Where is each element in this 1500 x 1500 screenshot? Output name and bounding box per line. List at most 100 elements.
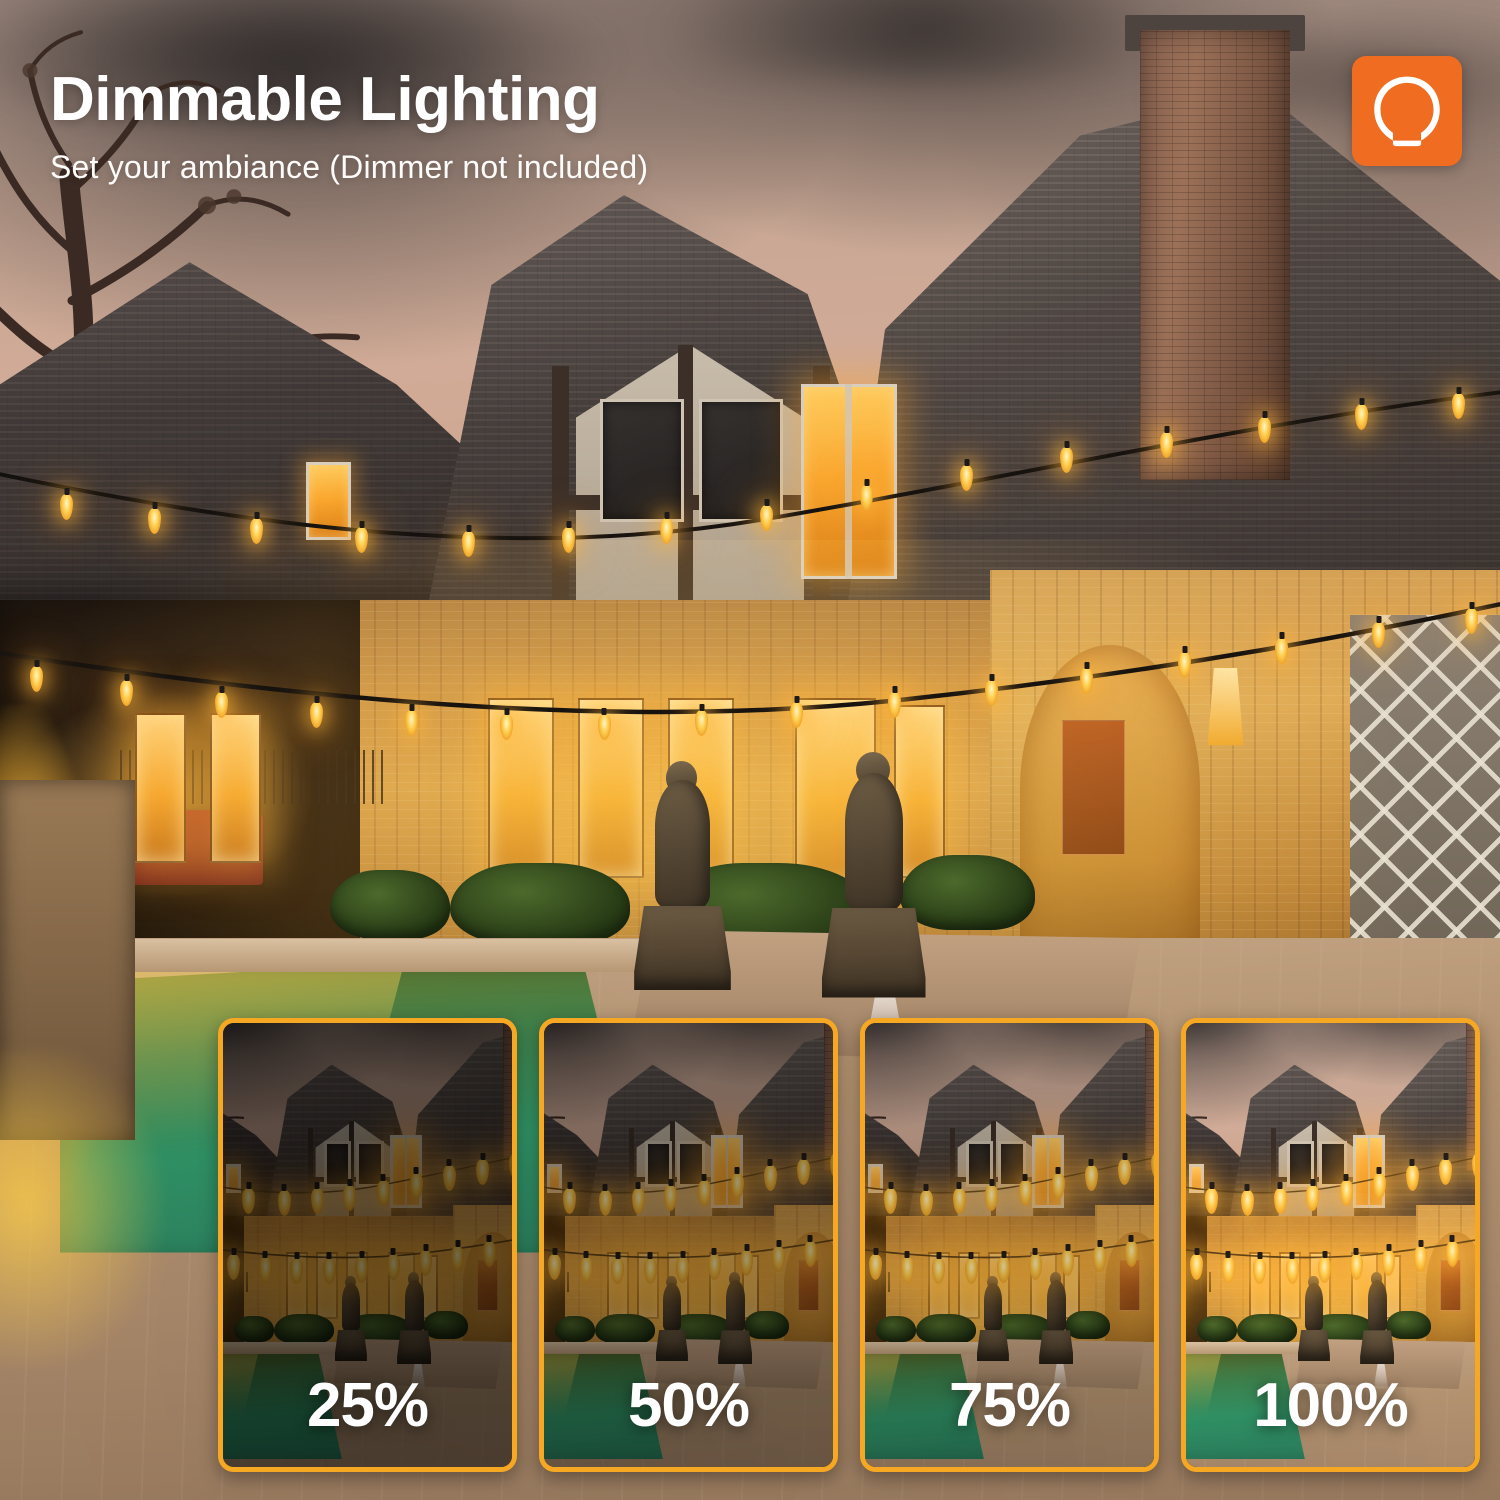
hedge [1236, 1313, 1297, 1345]
string-light-bulb [964, 1258, 978, 1285]
cherub-statue [976, 1275, 1011, 1362]
string-light-bulb [797, 1158, 811, 1185]
string-light-bulb [1240, 1189, 1254, 1216]
wall-art [1439, 1260, 1461, 1311]
string-light-bulb [1253, 1258, 1267, 1285]
string-light-bulb [598, 1189, 612, 1216]
string-light-bulb [960, 465, 973, 491]
glowing-window [547, 1164, 563, 1194]
wall-art [797, 1260, 819, 1311]
string-light-bulb [884, 1188, 898, 1215]
string-light-bulb [1205, 1188, 1219, 1215]
cherub-statue [1038, 1272, 1075, 1364]
string-light-bulb [548, 1253, 562, 1280]
string-light-bulb [1414, 1245, 1428, 1272]
string-light-bulb [1124, 1241, 1138, 1268]
iron-fence [544, 1271, 575, 1292]
string-light-bulb [997, 1256, 1011, 1283]
string-light-bulb [1273, 1188, 1287, 1215]
window [600, 399, 684, 522]
string-light-bulb [1275, 638, 1288, 664]
cloud [865, 1023, 976, 1039]
hedge [1064, 1310, 1110, 1339]
dimmer-level-strip: 25% [218, 1018, 1480, 1472]
brick-chimney [1140, 30, 1290, 480]
string-light-bulb [803, 1241, 817, 1268]
string-light-bulb [120, 680, 133, 706]
string-light-bulb [985, 1185, 999, 1212]
string-light-bulb [563, 1188, 577, 1215]
cherub-statue [630, 761, 735, 990]
string-light-bulb [760, 505, 773, 531]
hedge [330, 870, 450, 939]
glowing-window [868, 1164, 884, 1194]
glowing-window [306, 462, 351, 540]
dimmer-level-thumbnail[interactable]: 75% [860, 1018, 1159, 1472]
string-light-bulb [660, 518, 673, 544]
hedge [273, 1313, 334, 1345]
cloud [660, 0, 1170, 76]
string-light-bulb [1093, 1245, 1107, 1272]
thumbnail-scene [544, 1023, 833, 1467]
string-light-bulb [664, 1185, 678, 1212]
hedge [876, 1316, 916, 1343]
hedge [594, 1313, 655, 1345]
wall-art [1118, 1260, 1140, 1311]
dimmer-level-thumbnail[interactable]: 100% [1181, 1018, 1480, 1472]
string-light-bulb [869, 1253, 883, 1280]
cloud [1186, 1023, 1297, 1039]
window [699, 399, 783, 522]
string-light-bulb [148, 507, 161, 534]
dimmer-level-label: 25% [306, 1371, 429, 1440]
cherub-statue [396, 1272, 433, 1364]
string-light-bulb [1439, 1158, 1453, 1185]
dimmer-level-thumbnail[interactable]: 50% [539, 1018, 838, 1472]
string-light-bulb [355, 527, 368, 553]
string-light-bulb [1472, 1153, 1475, 1180]
string-light-bulb [1051, 1172, 1065, 1199]
cherub-statue [818, 752, 931, 998]
cherub-statue [655, 1275, 690, 1362]
string-light-bulb [1465, 608, 1478, 634]
string-light-bulb [763, 1165, 777, 1192]
string-light-bulb [631, 1188, 645, 1215]
iron-fence [223, 1271, 254, 1292]
glowing-doorway [210, 712, 261, 863]
string-light-bulb [1452, 393, 1465, 419]
brick-chimney [1144, 1023, 1154, 1171]
dimmer-level-label: 75% [948, 1371, 1071, 1440]
hedge [1385, 1310, 1431, 1339]
string-light-bulb [1445, 1241, 1459, 1268]
glowing-doorway [487, 697, 554, 878]
wall-art [476, 1260, 498, 1311]
string-light-bulb [1160, 432, 1173, 458]
string-light-bulb [1318, 1256, 1332, 1283]
string-light-bulb [697, 1180, 711, 1207]
string-light-bulb [500, 714, 513, 740]
dimmer-level-thumbnail[interactable]: 25% [218, 1018, 517, 1472]
string-light-bulb [900, 1256, 914, 1283]
iron-fence [865, 1271, 896, 1292]
string-light-bulb [985, 680, 998, 706]
brick-chimney [823, 1023, 833, 1171]
string-light-bulb [952, 1188, 966, 1215]
hedge [915, 1313, 976, 1345]
string-light-bulb [1382, 1250, 1396, 1276]
string-light-bulb [310, 702, 323, 728]
string-light-bulb [790, 702, 803, 728]
glowing-window [226, 1164, 242, 1194]
string-light-bulb [695, 710, 708, 736]
string-light-bulb [1339, 1180, 1353, 1207]
hedge [1197, 1316, 1237, 1343]
hedge [234, 1316, 274, 1343]
string-light-bulb [1084, 1165, 1098, 1192]
hedge [743, 1310, 789, 1339]
page-title: Dimmable Lighting [50, 65, 600, 134]
hedge [900, 855, 1035, 930]
cloud [544, 1023, 655, 1039]
string-light-bulb [1349, 1253, 1363, 1280]
string-light-bulb [1372, 622, 1385, 648]
string-light-bulb [611, 1258, 625, 1285]
string-light-bulb [1061, 1250, 1075, 1276]
string-light-bulb [1285, 1258, 1299, 1285]
